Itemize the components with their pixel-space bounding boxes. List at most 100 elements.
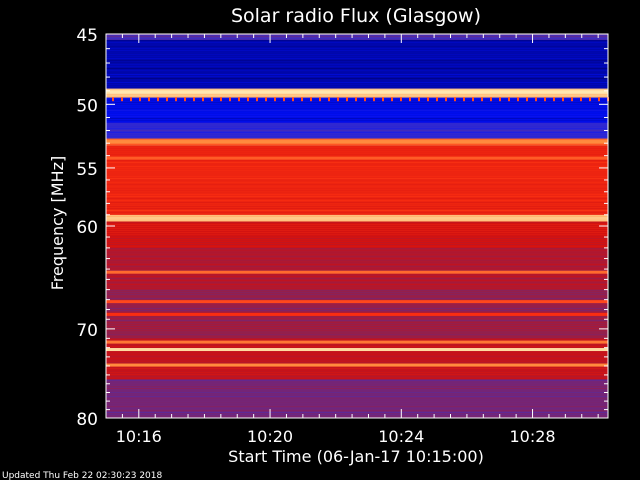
periodic-burst <box>184 97 186 102</box>
texture-row <box>106 174 608 175</box>
texture-row <box>106 380 608 381</box>
texture-row <box>106 278 608 279</box>
periodic-burst <box>553 97 555 102</box>
texture-row <box>106 402 608 403</box>
texture-row <box>106 400 608 401</box>
periodic-burst <box>400 97 402 102</box>
periodic-burst <box>445 97 447 102</box>
texture-row <box>106 346 608 347</box>
texture-row <box>106 44 608 45</box>
texture-row <box>106 262 608 263</box>
periodic-burst <box>346 97 348 102</box>
texture-row <box>106 304 608 305</box>
periodic-burst <box>283 97 285 102</box>
y-tick-label: 80 <box>76 410 98 430</box>
periodic-burst <box>580 97 582 102</box>
texture-row <box>106 394 608 395</box>
periodic-burst <box>247 97 249 102</box>
periodic-burst <box>112 97 114 102</box>
texture-row <box>106 152 608 153</box>
texture-row <box>106 106 608 107</box>
texture-row <box>106 224 608 225</box>
periodic-burst <box>355 97 357 102</box>
texture-row <box>106 202 608 203</box>
texture-row <box>106 126 608 127</box>
bright-line <box>106 270 608 274</box>
texture-row <box>106 332 608 333</box>
texture-row <box>106 296 608 297</box>
texture-row <box>106 78 608 79</box>
periodic-burst <box>391 97 393 102</box>
texture-row <box>106 182 608 183</box>
periodic-burst <box>526 97 528 102</box>
texture-row <box>106 328 608 329</box>
texture-row <box>106 38 608 39</box>
texture-row <box>106 392 608 393</box>
texture-row <box>106 56 608 57</box>
texture-row <box>106 148 608 149</box>
texture-row <box>106 274 608 275</box>
texture-row <box>106 264 608 265</box>
texture-row <box>106 160 608 161</box>
texture-row <box>106 286 608 287</box>
texture-row <box>106 180 608 181</box>
texture-row <box>106 282 608 283</box>
periodic-burst <box>166 97 168 102</box>
texture-row <box>106 330 608 331</box>
texture-row <box>106 254 608 255</box>
texture-row <box>106 228 608 229</box>
x-axis-label: Start Time (06-Jan-17 10:15:00) <box>228 447 484 466</box>
y-axis-ticks: 45 50 55 60 70 80 <box>76 26 608 430</box>
texture-row <box>106 118 608 119</box>
periodic-burst <box>481 97 483 102</box>
periodic-burst <box>175 97 177 102</box>
periodic-burst <box>157 97 159 102</box>
texture-row <box>106 86 608 87</box>
texture-row <box>106 312 608 313</box>
periodic-burst <box>229 97 231 102</box>
periodic-burst <box>202 97 204 102</box>
texture-row <box>106 90 608 91</box>
texture-row <box>106 150 608 151</box>
bright-line <box>106 156 608 160</box>
periodic-burst <box>337 97 339 102</box>
texture-row <box>106 76 608 77</box>
texture-row <box>106 60 608 61</box>
texture-row <box>106 166 608 167</box>
texture-row <box>106 268 608 269</box>
texture-row <box>106 214 608 215</box>
texture-row <box>106 108 608 109</box>
texture-row <box>106 192 608 193</box>
x-tick-label: 10:28 <box>509 427 555 446</box>
periodic-burst <box>589 97 591 102</box>
texture-row <box>106 244 608 245</box>
bright-line <box>106 90 608 94</box>
periodic-burst <box>571 97 573 102</box>
periodic-burst <box>328 97 330 102</box>
texture-row <box>106 154 608 155</box>
texture-row <box>106 136 608 137</box>
chart-title: Solar radio Flux (Glasgow) <box>231 5 481 27</box>
texture-row <box>106 322 608 323</box>
periodic-burst <box>193 97 195 102</box>
texture-row <box>106 170 608 171</box>
texture-row <box>106 128 608 129</box>
y-tick-label: 50 <box>76 96 98 116</box>
texture-row <box>106 390 608 391</box>
texture-row <box>106 306 608 307</box>
periodic-burst <box>427 97 429 102</box>
texture-row <box>106 406 608 407</box>
y-tick-label: 55 <box>76 160 98 180</box>
texture-row <box>106 70 608 71</box>
texture-row <box>106 266 608 267</box>
bright-line <box>106 363 608 367</box>
texture-row <box>106 356 608 357</box>
texture-row <box>106 258 608 259</box>
texture-row <box>106 40 608 41</box>
texture-row <box>106 212 608 213</box>
periodic-burst <box>130 97 132 102</box>
texture-row <box>106 74 608 75</box>
texture-row <box>106 120 608 121</box>
texture-row <box>106 48 608 49</box>
